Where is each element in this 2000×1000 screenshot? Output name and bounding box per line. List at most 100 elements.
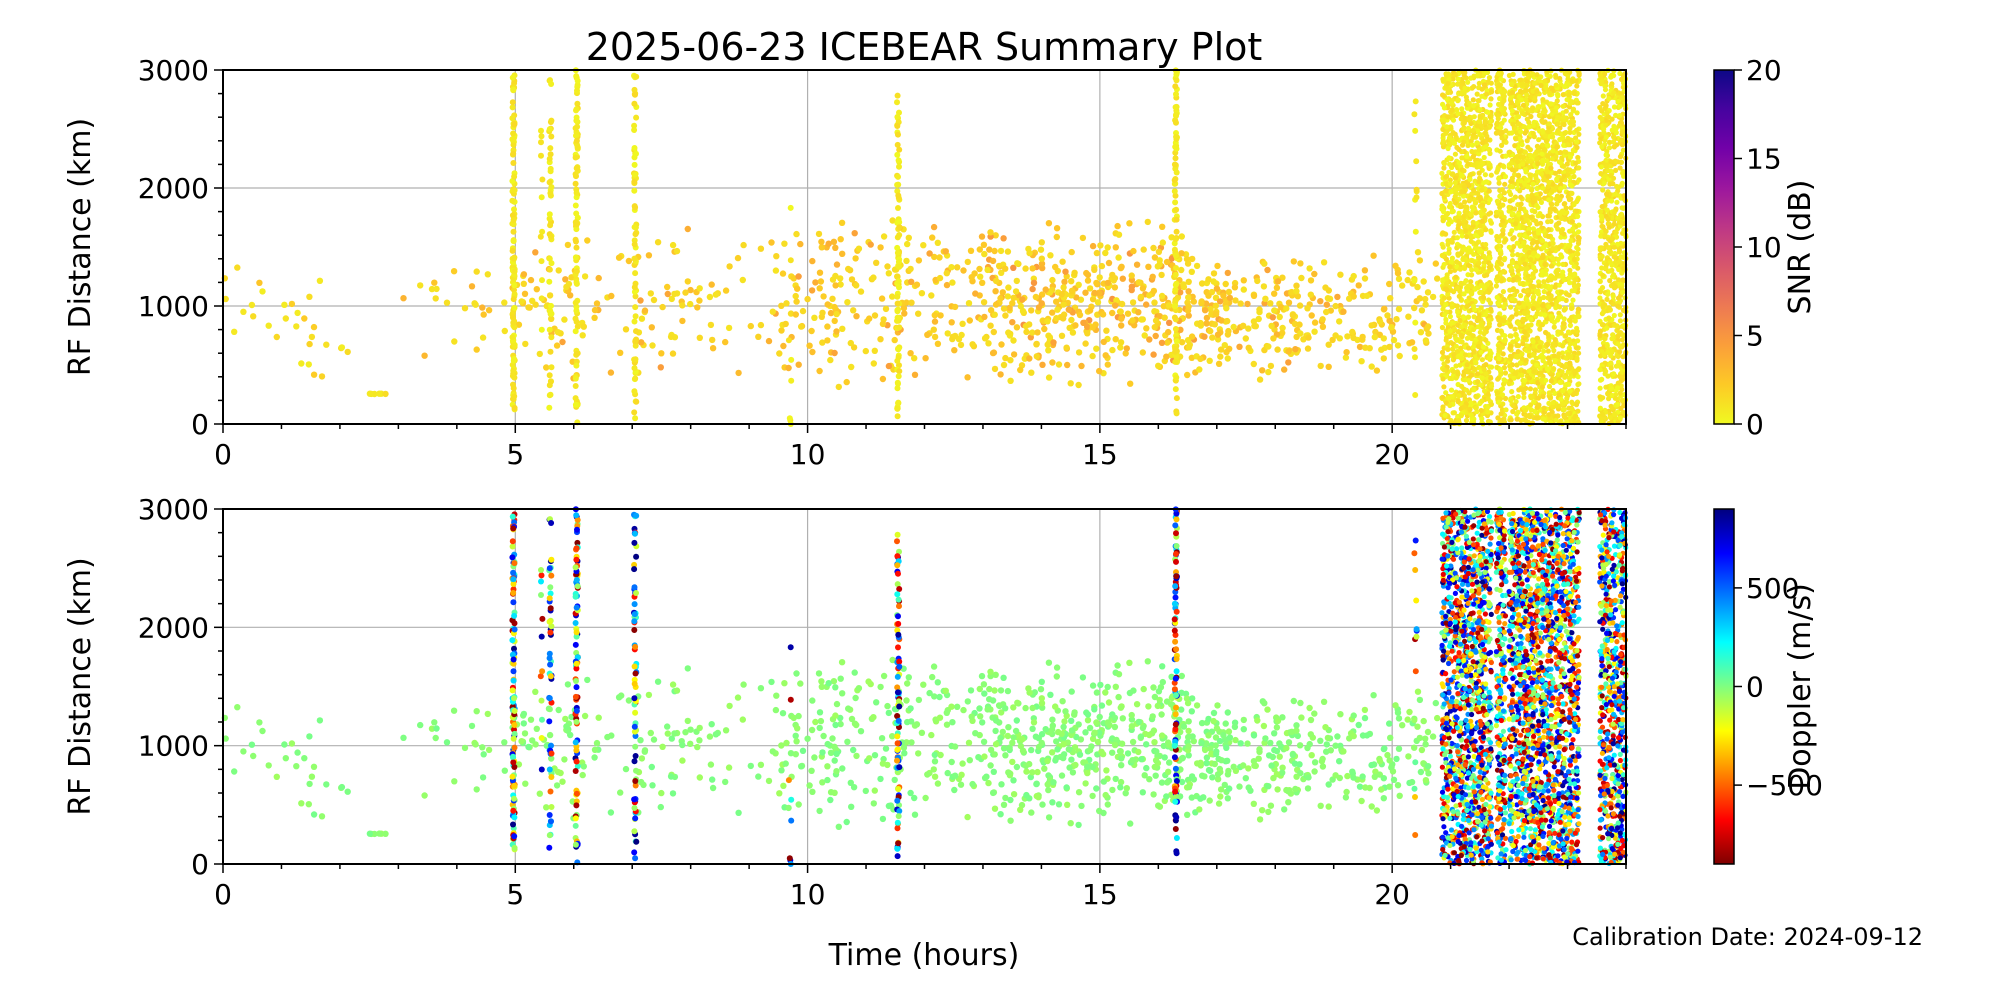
data-point xyxy=(1566,275,1572,281)
data-point xyxy=(990,328,997,336)
data-point xyxy=(1084,271,1092,279)
data-point xyxy=(1445,210,1451,217)
data-point xyxy=(1470,219,1476,225)
data-point xyxy=(1498,125,1504,131)
data-point xyxy=(1450,171,1456,177)
data-point xyxy=(1443,301,1449,308)
data-point xyxy=(1464,368,1470,374)
data-point xyxy=(1464,234,1470,240)
data-point xyxy=(538,127,544,134)
data-point xyxy=(997,247,1005,255)
data-point xyxy=(1274,346,1281,353)
data-point xyxy=(480,311,487,318)
data-point xyxy=(1496,70,1502,77)
data-point xyxy=(479,304,486,311)
data-point xyxy=(1439,117,1445,123)
data-point xyxy=(1557,75,1563,82)
data-point xyxy=(757,245,765,252)
data-point xyxy=(820,293,827,300)
data-point xyxy=(1173,265,1179,271)
data-point xyxy=(1093,249,1101,257)
data-point xyxy=(538,295,545,302)
data-point xyxy=(1196,366,1203,373)
data-point xyxy=(1483,337,1489,343)
data-point xyxy=(1342,354,1350,361)
data-point xyxy=(889,293,896,300)
data-point xyxy=(1556,197,1562,203)
data-point xyxy=(1432,260,1440,267)
data-point xyxy=(1574,127,1580,133)
data-point xyxy=(1516,387,1522,393)
data-point xyxy=(1477,329,1483,335)
data-point xyxy=(1026,321,1033,328)
data-point xyxy=(1210,278,1217,285)
data-point xyxy=(1124,310,1132,317)
data-point xyxy=(1105,259,1113,267)
data-point xyxy=(1441,384,1447,390)
data-point xyxy=(1564,291,1570,297)
data-point xyxy=(1501,296,1507,303)
data-point xyxy=(989,257,997,265)
data-point xyxy=(1444,96,1450,102)
data-point xyxy=(510,228,517,235)
data-point xyxy=(1469,204,1475,210)
data-point xyxy=(1399,282,1406,289)
data-point xyxy=(443,299,451,306)
data-point xyxy=(631,161,638,168)
data-point xyxy=(546,211,553,218)
data-point xyxy=(1530,105,1536,111)
data-point xyxy=(1543,329,1549,336)
data-point xyxy=(1535,77,1542,83)
data-point xyxy=(1560,401,1566,407)
data-point xyxy=(547,233,554,240)
data-point xyxy=(776,350,783,357)
data-point xyxy=(926,250,933,257)
data-point xyxy=(1493,283,1499,289)
data-point xyxy=(631,288,638,295)
data-point xyxy=(1193,262,1201,270)
data-point xyxy=(1319,323,1327,330)
data-point xyxy=(1422,337,1430,344)
data-point xyxy=(1355,282,1362,289)
data-point xyxy=(633,328,639,335)
data-point xyxy=(1449,164,1455,171)
data-point xyxy=(573,165,580,172)
data-point xyxy=(726,263,733,270)
data-point xyxy=(930,326,937,333)
data-point xyxy=(1242,335,1250,342)
data-point xyxy=(1386,280,1393,288)
data-point xyxy=(1451,410,1457,416)
data-point xyxy=(942,248,949,255)
data-point xyxy=(511,404,518,411)
data-point xyxy=(1509,175,1515,181)
data-point xyxy=(1470,333,1476,339)
data-point xyxy=(632,293,639,300)
data-point xyxy=(1476,170,1482,176)
data-point xyxy=(479,334,487,341)
data-point xyxy=(1455,111,1461,117)
data-point xyxy=(1270,335,1277,342)
data-point xyxy=(1479,322,1485,328)
data-point xyxy=(1569,78,1575,85)
data-point xyxy=(1567,154,1573,160)
data-point xyxy=(1224,355,1232,362)
data-point xyxy=(1447,264,1453,270)
data-point xyxy=(1296,302,1304,309)
data-point xyxy=(633,398,640,405)
data-point xyxy=(1411,304,1418,312)
data-point xyxy=(1285,359,1292,366)
data-point xyxy=(787,204,794,211)
data-point xyxy=(1298,274,1305,282)
data-point xyxy=(521,290,529,297)
data-point xyxy=(1111,284,1119,291)
data-point xyxy=(1517,206,1523,212)
data-point xyxy=(1574,83,1580,89)
data-point xyxy=(980,299,988,306)
data-point xyxy=(1575,408,1581,414)
data-point xyxy=(1440,394,1446,400)
data-point xyxy=(511,374,518,381)
data-point xyxy=(896,219,903,226)
data-point xyxy=(573,189,580,196)
data-point xyxy=(431,279,438,286)
data-point xyxy=(1178,266,1185,274)
